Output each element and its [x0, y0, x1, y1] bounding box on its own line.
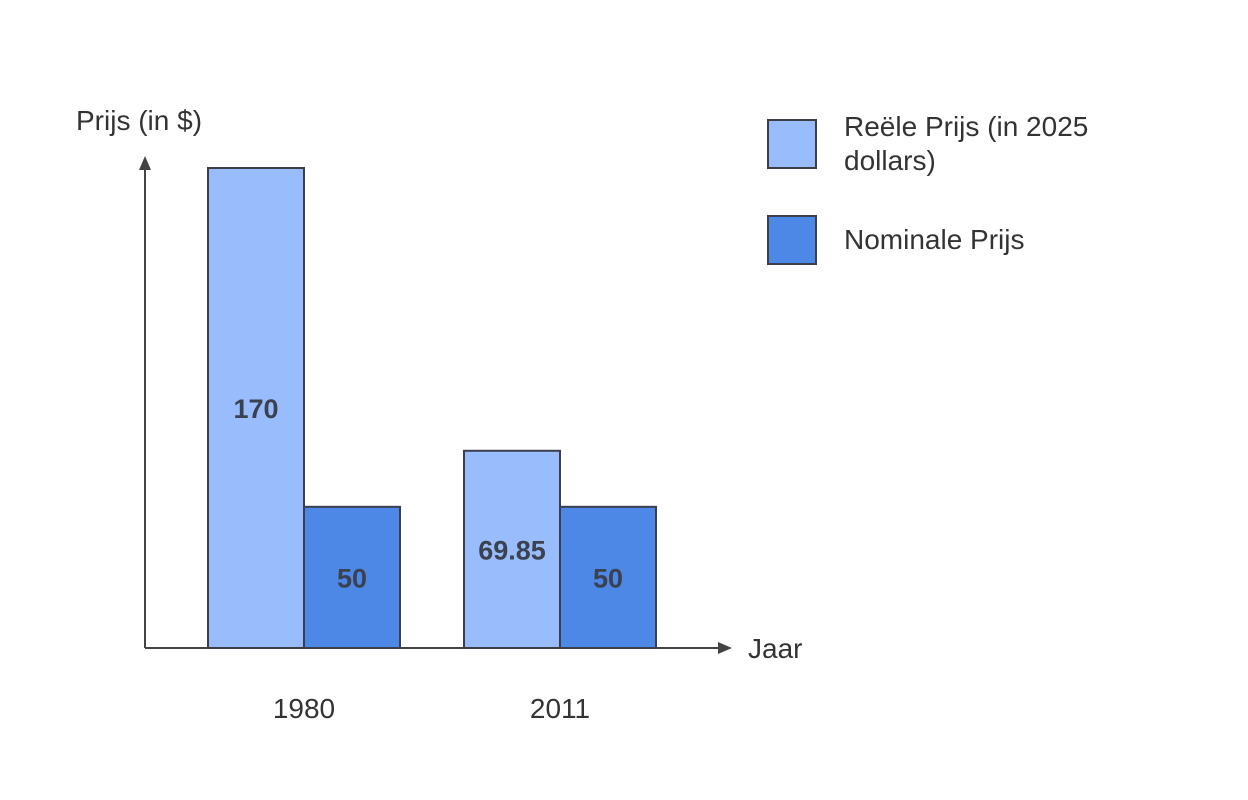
bars-group: 170 50 69.85 50	[207, 167, 657, 649]
category-labels: 1980 2011	[273, 693, 590, 724]
legend-label-series-2: Nominale Prijs	[844, 224, 1025, 255]
bar-1980-series-2	[303, 505, 401, 649]
legend-label-series-1: Reële Prijs (in 2025 dollars)	[844, 111, 1088, 176]
value-label-2011-series-2: 50	[593, 563, 623, 593]
bar-2011-series-1	[463, 449, 561, 649]
value-label-1980-series-2: 50	[337, 563, 367, 593]
y-axis-arrow	[139, 156, 151, 170]
legend-swatch-series-2	[767, 215, 817, 265]
bar-2011-series-2	[559, 505, 657, 649]
x-axis-arrow	[718, 642, 732, 654]
legend: Reële Prijs (in 2025 dollars) Nominale Pri…	[767, 111, 1088, 265]
x-axis-title: Jaar	[748, 633, 802, 664]
y-axis-title: Prijs (in $)	[76, 105, 202, 136]
category-label-2011: 2011	[530, 693, 590, 724]
legend-swatch-series-1	[767, 119, 817, 169]
value-label-1980-series-1: 170	[233, 394, 278, 424]
value-label-2011-series-1: 69.85	[478, 535, 546, 565]
bar-1980-series-1	[207, 167, 305, 649]
category-label-1980: 1980	[273, 693, 335, 724]
